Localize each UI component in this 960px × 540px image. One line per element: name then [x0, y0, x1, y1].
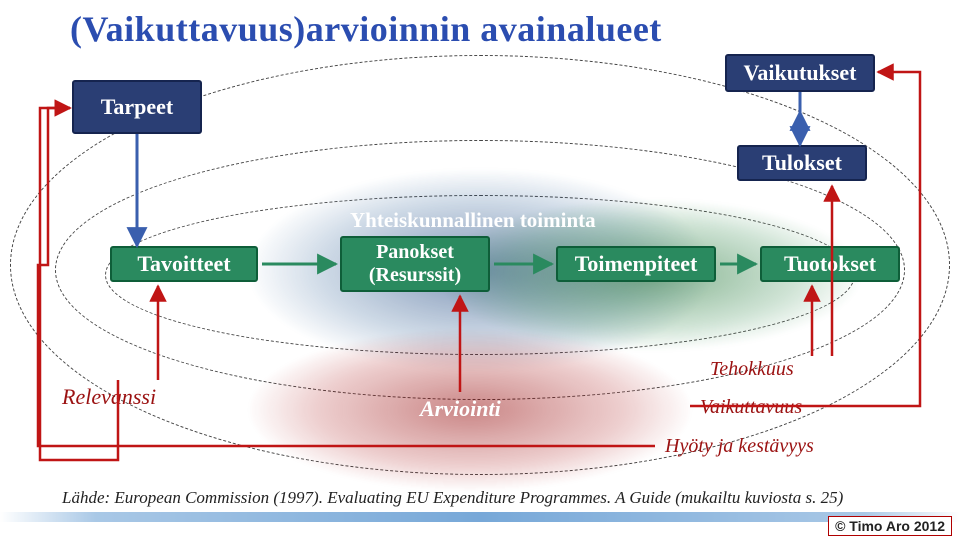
box-toimenpiteet: Toimenpiteet [556, 246, 716, 282]
copyright-box: © Timo Aro 2012 [828, 516, 952, 536]
box-tarpeet-label: Tarpeet [101, 94, 174, 119]
footer-gradient-bar [0, 512, 960, 522]
box-tulokset: Tulokset [737, 145, 867, 181]
box-toimenpiteet-label: Toimenpiteet [575, 251, 698, 276]
label-vaikuttavuus: Vaikuttavuus [700, 396, 802, 419]
label-sosio: Sosio-ekonomiset ongelmat [280, 90, 558, 117]
box-tavoitteet: Tavoitteet [110, 246, 258, 282]
label-arviointi: Arviointi [420, 396, 501, 422]
box-tuotokset-label: Tuotokset [784, 251, 876, 276]
source-citation: Lähde: European Commission (1997). Evalu… [62, 488, 843, 508]
box-tavoitteet-label: Tavoitteet [137, 251, 230, 276]
box-tarpeet: Tarpeet [72, 80, 202, 134]
page-title: (Vaikuttavuus)arvioinnin avainalueet [70, 8, 662, 50]
box-vaikutukset: Vaikutukset [725, 54, 875, 92]
label-tehokkuus: Tehokkuus [710, 358, 794, 381]
box-tulokset-label: Tulokset [762, 150, 842, 175]
label-hyoty: Hyöty ja kestävyys [665, 435, 814, 458]
box-panokset-label: Panokset(Resurssit) [369, 241, 461, 287]
box-vaikutukset-label: Vaikutukset [744, 60, 857, 85]
box-tuotokset: Tuotokset [760, 246, 900, 282]
label-relevanssi: Relevanssi [62, 384, 156, 410]
box-panokset: Panokset(Resurssit) [340, 236, 490, 292]
label-yhteiskunnallinen: Yhteiskunnallinen toiminta [350, 208, 596, 233]
